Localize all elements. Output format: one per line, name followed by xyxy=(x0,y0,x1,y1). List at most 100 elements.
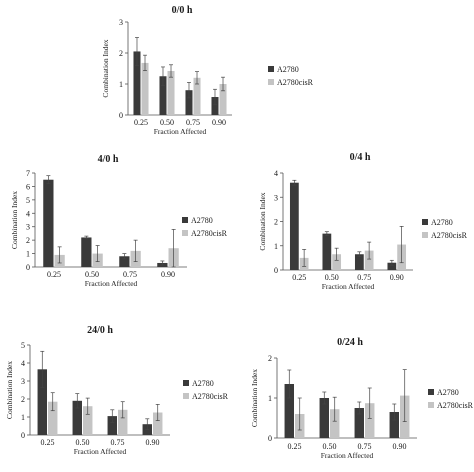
y-tick-label: 4 xyxy=(21,359,25,368)
x-axis-title: Fraction Affected xyxy=(154,127,207,136)
x-category-label: 0.25 xyxy=(47,270,61,279)
y-tick-label: 1 xyxy=(26,250,30,259)
y-tick-label: 0 xyxy=(268,434,272,443)
bar-a2780cisr xyxy=(153,412,163,435)
legend-label: A2780 xyxy=(277,65,299,74)
panel-title: 24/0 h xyxy=(87,325,113,336)
y-tick-label: 6 xyxy=(26,182,30,191)
x-axis-title: Fraction Affected xyxy=(85,279,138,288)
x-category-label: 0.25 xyxy=(292,273,306,282)
x-category-label: 0.50 xyxy=(323,442,337,451)
legend-label: A2780cisR xyxy=(191,229,228,238)
y-tick-label: 1 xyxy=(274,242,278,251)
y-tick-label: 3 xyxy=(21,377,25,386)
y-tick-label: 7 xyxy=(26,169,30,178)
x-category-label: 0.75 xyxy=(123,270,137,279)
bar-a2780cisr xyxy=(219,84,227,115)
bar-a2780cisr xyxy=(118,409,128,435)
legend-swatch xyxy=(268,66,274,72)
bar-a2780cisr xyxy=(330,409,340,438)
legend-swatch xyxy=(422,219,428,225)
x-axis-title: Fraction Affected xyxy=(74,447,127,456)
panel-title: 0/4 h xyxy=(350,152,371,163)
bar-a2780 xyxy=(133,51,141,115)
legend-swatch xyxy=(268,79,274,85)
y-tick-label: 2 xyxy=(119,49,123,58)
bar-a2780 xyxy=(159,76,167,115)
bar-a2780 xyxy=(72,400,82,435)
legend-swatch xyxy=(422,232,428,238)
legend-swatch xyxy=(183,380,189,386)
y-tick-label: 2 xyxy=(274,218,278,227)
bar-a2780 xyxy=(81,237,92,267)
bar-a2780cisr xyxy=(141,62,149,115)
x-category-label: 0.90 xyxy=(212,118,226,127)
bar-a2780 xyxy=(119,256,130,267)
x-category-label: 0.90 xyxy=(390,273,404,282)
legend-swatch xyxy=(428,402,434,408)
y-axis-title: Combination Index xyxy=(258,192,267,250)
bar-a2780cisr xyxy=(364,250,374,270)
bar-a2780 xyxy=(289,182,299,270)
legend-label: A2780cisR xyxy=(277,78,314,87)
legend-label: A2780 xyxy=(437,388,459,397)
panel-title: 0/0 h xyxy=(172,5,193,16)
x-category-label: 0.75 xyxy=(111,438,125,447)
chart-panel: 24/0 h 0 1 2 3 4 5 Combination Index 0.25 0.50 0.7… xyxy=(5,325,229,456)
legend-swatch xyxy=(183,393,189,399)
y-tick-label: 0 xyxy=(26,263,30,272)
bar-a2780 xyxy=(185,90,193,115)
y-axis-title: Combination Index xyxy=(250,369,259,427)
bar-a2780 xyxy=(354,254,364,270)
y-tick-label: 0 xyxy=(274,266,278,275)
bar-a2780cisr xyxy=(193,77,201,115)
legend-swatch xyxy=(182,217,188,223)
bar-a2780 xyxy=(284,384,294,438)
x-category-label: 0.90 xyxy=(146,438,160,447)
legend-swatch xyxy=(428,389,434,395)
chart-panel: 4/0 h 0 1 2 3 4 5 6 7 Combination Index 0.25 0.50 0.… xyxy=(10,154,228,288)
x-category-label: 0.25 xyxy=(41,438,55,447)
y-tick-label: 3 xyxy=(119,18,123,27)
chart-panel: 0/24 h 0 1 2 Combination Index 0.25 0.50 0.75 0.… xyxy=(250,337,474,460)
y-tick-label: 4 xyxy=(26,209,30,218)
y-axis-title: Combination Index xyxy=(5,361,14,419)
x-category-label: 0.75 xyxy=(357,273,371,282)
bar-a2780 xyxy=(322,233,332,270)
y-tick-label: 2 xyxy=(26,236,30,245)
y-axis-title: Combination Index xyxy=(10,191,19,249)
x-category-label: 0.50 xyxy=(76,438,90,447)
bar-a2780 xyxy=(43,179,54,267)
bar-a2780cisr xyxy=(48,401,58,435)
bar-a2780 xyxy=(37,369,47,435)
panel-title: 4/0 h xyxy=(98,154,119,165)
bar-a2780 xyxy=(387,262,397,270)
legend-label: A2780cisR xyxy=(437,401,474,410)
y-tick-label: 5 xyxy=(21,341,25,350)
x-category-label: 0.75 xyxy=(186,118,200,127)
y-tick-label: 1 xyxy=(21,413,25,422)
bar-a2780cisr xyxy=(332,254,342,270)
y-axis-title: Combination Index xyxy=(101,39,110,97)
bar-a2780 xyxy=(211,97,219,115)
y-tick-label: 0 xyxy=(21,431,25,440)
x-axis-title: Fraction Affected xyxy=(321,451,374,460)
x-category-label: 0.50 xyxy=(325,273,339,282)
y-tick-label: 1 xyxy=(119,80,123,89)
legend-label: A2780 xyxy=(191,216,213,225)
bar-a2780 xyxy=(354,408,364,438)
legend-label: A2780 xyxy=(192,379,214,388)
bar-a2780 xyxy=(107,416,117,435)
y-tick-label: 4 xyxy=(274,169,278,178)
panel-title: 0/24 h xyxy=(337,337,363,348)
chart-panel: 0/0 h 0 1 2 3 Combination Index 0.25 0.50 0.75 0.… xyxy=(101,5,314,136)
x-category-label: 0.75 xyxy=(358,442,372,451)
x-category-label: 0.90 xyxy=(161,270,175,279)
legend-label: A2780 xyxy=(431,218,453,227)
y-tick-label: 5 xyxy=(26,196,30,205)
bar-a2780cisr xyxy=(365,403,375,438)
y-tick-label: 3 xyxy=(274,193,278,202)
legend-label: A2780cisR xyxy=(192,392,229,401)
x-category-label: 0.50 xyxy=(85,270,99,279)
